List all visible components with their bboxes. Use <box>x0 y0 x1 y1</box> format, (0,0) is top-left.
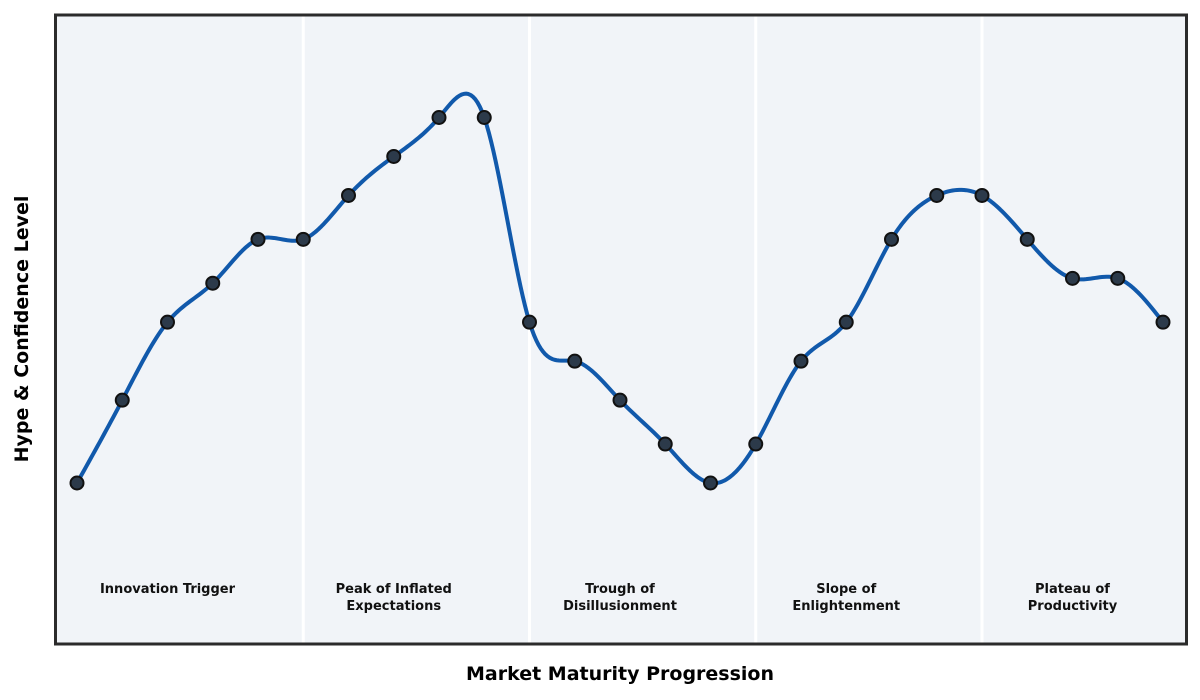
data-point-marker-2 <box>114 392 130 408</box>
data-point-marker-7 <box>341 187 356 203</box>
phase-label-4: Slope of Enlightenment <box>792 582 901 614</box>
data-point-marker-25 <box>1155 314 1171 330</box>
data-point-marker-12 <box>567 353 583 369</box>
data-point-marker-18 <box>838 314 854 330</box>
data-point-marker-23 <box>1065 270 1080 286</box>
phase-label-3: Trough of Disillusionment <box>563 582 677 614</box>
data-point-marker-21 <box>974 187 990 203</box>
data-point-marker-19 <box>884 231 899 247</box>
data-point-marker-4 <box>205 275 221 291</box>
phase-label-1: Innovation Trigger <box>99 582 236 597</box>
data-point-marker-13 <box>612 392 628 408</box>
data-point-marker-24 <box>1110 270 1126 286</box>
plot-panel <box>55 15 1187 644</box>
data-point-marker-15 <box>703 475 718 491</box>
data-point-marker-22 <box>1019 231 1035 247</box>
data-point-marker-5 <box>250 231 266 247</box>
data-point-marker-1 <box>69 475 85 491</box>
data-point-marker-3 <box>160 314 175 330</box>
data-point-marker-11 <box>522 314 537 330</box>
data-point-marker-6 <box>295 231 311 247</box>
plot-border <box>54 13 1188 646</box>
y-axis-label: Hype & Confidence Level <box>11 195 33 463</box>
data-point-marker-20 <box>929 187 945 203</box>
data-point-marker-8 <box>386 148 402 164</box>
data-point-marker-9 <box>431 110 447 126</box>
phase-label-2: Peak of Inflated Expectations <box>335 582 452 614</box>
data-point-marker-17 <box>793 353 809 369</box>
data-point-marker-14 <box>657 436 673 452</box>
data-point-marker-16 <box>748 436 764 452</box>
phase-label-5: Plateau of Productivity <box>1027 582 1118 614</box>
x-axis-label: Market Maturity Progression <box>465 663 775 685</box>
data-point-marker-10 <box>476 110 492 126</box>
